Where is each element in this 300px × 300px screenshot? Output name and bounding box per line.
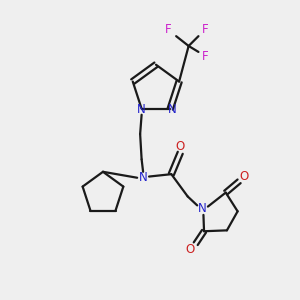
Text: F: F (202, 50, 208, 63)
Text: N: N (198, 202, 207, 215)
Text: F: F (202, 23, 208, 36)
Text: O: O (176, 140, 185, 153)
Text: F: F (164, 23, 171, 36)
Text: O: O (186, 243, 195, 256)
Text: N: N (167, 103, 176, 116)
Text: O: O (239, 170, 248, 183)
Text: N: N (137, 103, 146, 116)
Text: N: N (139, 171, 148, 184)
